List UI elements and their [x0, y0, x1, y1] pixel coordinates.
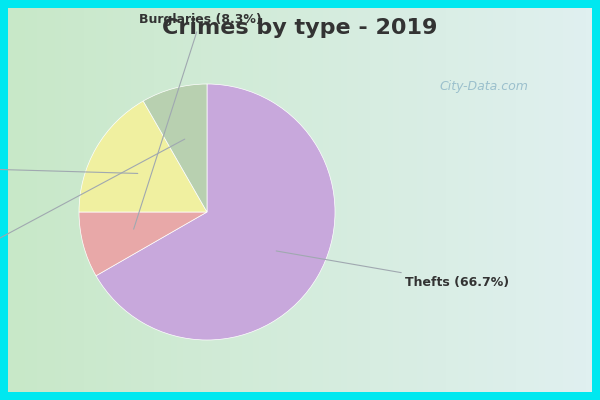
Text: Auto thefts (16.7%): Auto thefts (16.7%): [0, 161, 138, 174]
Text: Burglaries (8.3%): Burglaries (8.3%): [134, 13, 262, 229]
Text: Assaults (8.3%): Assaults (8.3%): [0, 139, 185, 276]
Wedge shape: [96, 84, 335, 340]
Wedge shape: [79, 101, 207, 212]
Text: Crimes by type - 2019: Crimes by type - 2019: [163, 18, 437, 38]
Text: Thefts (66.7%): Thefts (66.7%): [276, 251, 509, 289]
Text: City-Data.com: City-Data.com: [439, 80, 528, 93]
Wedge shape: [79, 212, 207, 276]
Wedge shape: [143, 84, 207, 212]
